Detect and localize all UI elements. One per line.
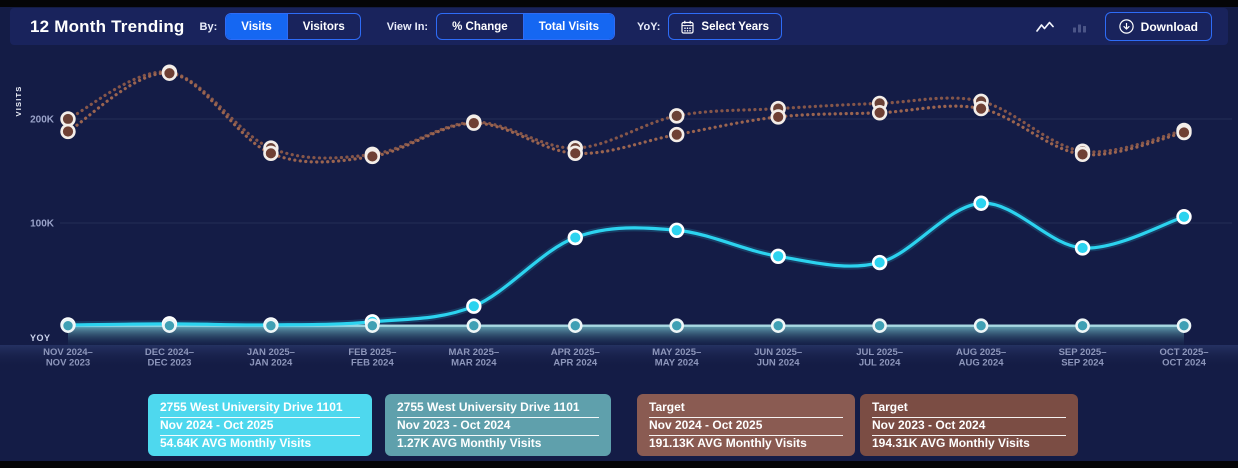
by-label: By: bbox=[199, 20, 218, 33]
legend-title: Target bbox=[649, 400, 843, 418]
legend-title: 2755 West University Drive 1101 bbox=[160, 400, 360, 418]
download-button[interactable]: Download bbox=[1104, 12, 1212, 41]
svg-text:DEC 2024–DEC 2023: DEC 2024– DEC 2023 bbox=[145, 347, 194, 369]
legend-period: Nov 2024 - Oct 2025 bbox=[649, 418, 843, 436]
svg-text:JAN 2025–JAN 2024: JAN 2025– JAN 2024 bbox=[247, 347, 295, 369]
legend-card-current-venue: 2755 West University Drive 1101 Nov 2024… bbox=[148, 394, 372, 456]
legend-avg: 194.31K AVG Monthly Visits bbox=[872, 436, 1030, 450]
by-toggle-group: Visits Visitors bbox=[225, 13, 361, 40]
svg-text:JUN 2025–JUN 2024: JUN 2025– JUN 2024 bbox=[754, 347, 802, 369]
line-chart-icon[interactable] bbox=[1035, 21, 1054, 33]
svg-text:FEB 2025–FEB 2024: FEB 2025– FEB 2024 bbox=[348, 347, 396, 369]
svg-text:MAY 2025–MAY 2024: MAY 2025– MAY 2024 bbox=[652, 347, 701, 369]
svg-text:200K: 200K bbox=[30, 115, 55, 126]
svg-text:SEP 2025–SEP 2024: SEP 2025– SEP 2024 bbox=[1059, 347, 1107, 369]
chart-title: 12 Month Trending bbox=[30, 16, 185, 36]
legend-avg: 191.13K AVG Monthly Visits bbox=[649, 436, 807, 450]
legend-avg: 54.64K AVG Monthly Visits bbox=[160, 436, 312, 450]
svg-text:YOY: YOY bbox=[30, 333, 51, 343]
top-divider bbox=[0, 0, 1238, 7]
yoy-label: YoY: bbox=[636, 20, 661, 33]
svg-text:OCT 2025–OCT 2024: OCT 2025– OCT 2024 bbox=[1159, 347, 1208, 369]
legend-card-previous-target: Target Nov 2023 - Oct 2024 194.31K AVG M… bbox=[860, 394, 1078, 456]
view-in-toggle-group: % Change Total Visits bbox=[436, 13, 615, 40]
view-in-label: View In: bbox=[386, 20, 429, 33]
visitors-toggle[interactable]: Visitors bbox=[286, 14, 360, 39]
download-label: Download bbox=[1140, 19, 1198, 34]
legend-card-current-target: Target Nov 2024 - Oct 2025 191.13K AVG M… bbox=[637, 394, 855, 456]
svg-text:AUG 2025–AUG 2024: AUG 2025– AUG 2024 bbox=[956, 347, 1006, 369]
svg-text:JUL 2025–JUL 2024: JUL 2025– JUL 2024 bbox=[856, 347, 903, 369]
legend-title: 2755 West University Drive 1101 bbox=[397, 400, 599, 418]
download-circle-icon bbox=[1118, 19, 1134, 34]
svg-text:VISITS: VISITS bbox=[14, 86, 23, 117]
legend-period: Nov 2023 - Oct 2024 bbox=[397, 418, 599, 436]
svg-text:100K: 100K bbox=[30, 219, 55, 230]
bottom-divider bbox=[0, 461, 1238, 468]
percent-change-toggle[interactable]: % Change bbox=[437, 14, 523, 39]
total-visits-toggle[interactable]: Total Visits bbox=[522, 14, 614, 39]
legend-period: Nov 2023 - Oct 2024 bbox=[872, 418, 1066, 436]
svg-text:MAR 2025–MAR 2024: MAR 2025– MAR 2024 bbox=[448, 347, 499, 369]
chart-header: 12 Month Trending By: Visits Visitors Vi… bbox=[10, 8, 1228, 45]
svg-text:APR 2025–APR 2024: APR 2025– APR 2024 bbox=[551, 347, 600, 369]
select-years-button[interactable]: Select Years bbox=[668, 13, 782, 40]
legend-card-previous-venue: 2755 West University Drive 1101 Nov 2023… bbox=[385, 394, 611, 456]
calendar-icon bbox=[681, 20, 695, 34]
svg-text:NOV 2024–NOV 2023: NOV 2024– NOV 2023 bbox=[43, 347, 93, 369]
visits-toggle[interactable]: Visits bbox=[226, 14, 287, 39]
chart-type-switcher bbox=[1035, 21, 1087, 33]
legend-avg: 1.27K AVG Monthly Visits bbox=[397, 436, 542, 450]
select-years-label: Select Years bbox=[701, 20, 769, 33]
bar-chart-icon[interactable] bbox=[1072, 21, 1087, 33]
legend-period: Nov 2024 - Oct 2025 bbox=[160, 418, 360, 436]
legend-title: Target bbox=[872, 400, 1066, 418]
